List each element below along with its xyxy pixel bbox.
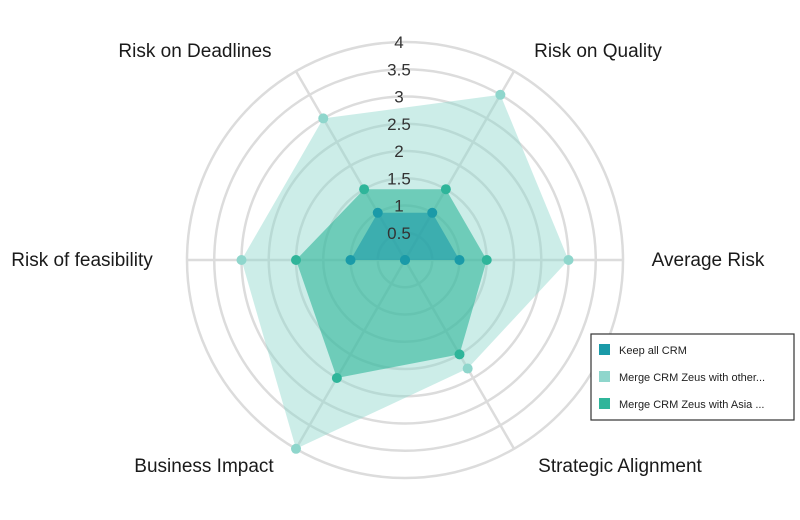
tick-label: 2 xyxy=(394,142,403,161)
legend-swatch xyxy=(599,398,610,409)
data-point xyxy=(495,89,506,100)
data-point xyxy=(400,255,410,265)
data-point xyxy=(481,255,492,265)
legend-swatch xyxy=(599,371,610,382)
tick-label: 2.5 xyxy=(387,115,411,134)
data-point xyxy=(372,207,383,218)
data-point xyxy=(236,255,247,265)
legend-swatch xyxy=(599,344,610,355)
tick-label: 0.5 xyxy=(387,224,411,243)
radial-tick-labels: 0.5 1 1.5 2 2.5 3 3.5 4 xyxy=(387,33,411,243)
data-point xyxy=(318,113,329,124)
tick-label: 1 xyxy=(394,197,403,216)
axis-label: Strategic Alignment xyxy=(538,456,702,477)
data-point xyxy=(331,372,342,383)
data-point xyxy=(359,184,370,195)
legend: Keep all CRM Merge CRM Zeus with other...… xyxy=(590,333,795,421)
series-points xyxy=(236,89,574,454)
data-point xyxy=(440,184,451,195)
data-point xyxy=(454,255,465,265)
tick-label: 4 xyxy=(394,33,403,52)
data-point xyxy=(291,255,301,265)
axis-labels: Risk on Quality Average Risk Strategic Ali… xyxy=(11,41,765,477)
data-point xyxy=(454,349,465,360)
axis-label: Risk on Deadlines xyxy=(118,41,271,62)
axis-label: Business Impact xyxy=(134,456,274,477)
data-point xyxy=(427,207,438,218)
tick-label: 3.5 xyxy=(387,60,411,79)
series-area xyxy=(350,212,460,260)
data-point xyxy=(563,255,574,265)
axis-label: Average Risk xyxy=(652,250,765,271)
series-areas xyxy=(241,94,569,449)
tick-label: 1.5 xyxy=(387,169,411,188)
axis-label: Risk on Quality xyxy=(534,41,662,62)
data-point xyxy=(291,443,301,454)
legend-entry: Keep all CRM xyxy=(619,345,687,357)
data-point xyxy=(345,255,356,265)
data-point xyxy=(462,363,473,374)
axis-label: Risk of feasibility xyxy=(11,250,153,271)
tick-label: 3 xyxy=(394,88,403,107)
legend-entry: Merge CRM Zeus with Asia ... xyxy=(619,399,765,411)
legend-box xyxy=(590,333,795,421)
legend-entry: Merge CRM Zeus with other... xyxy=(619,372,765,384)
